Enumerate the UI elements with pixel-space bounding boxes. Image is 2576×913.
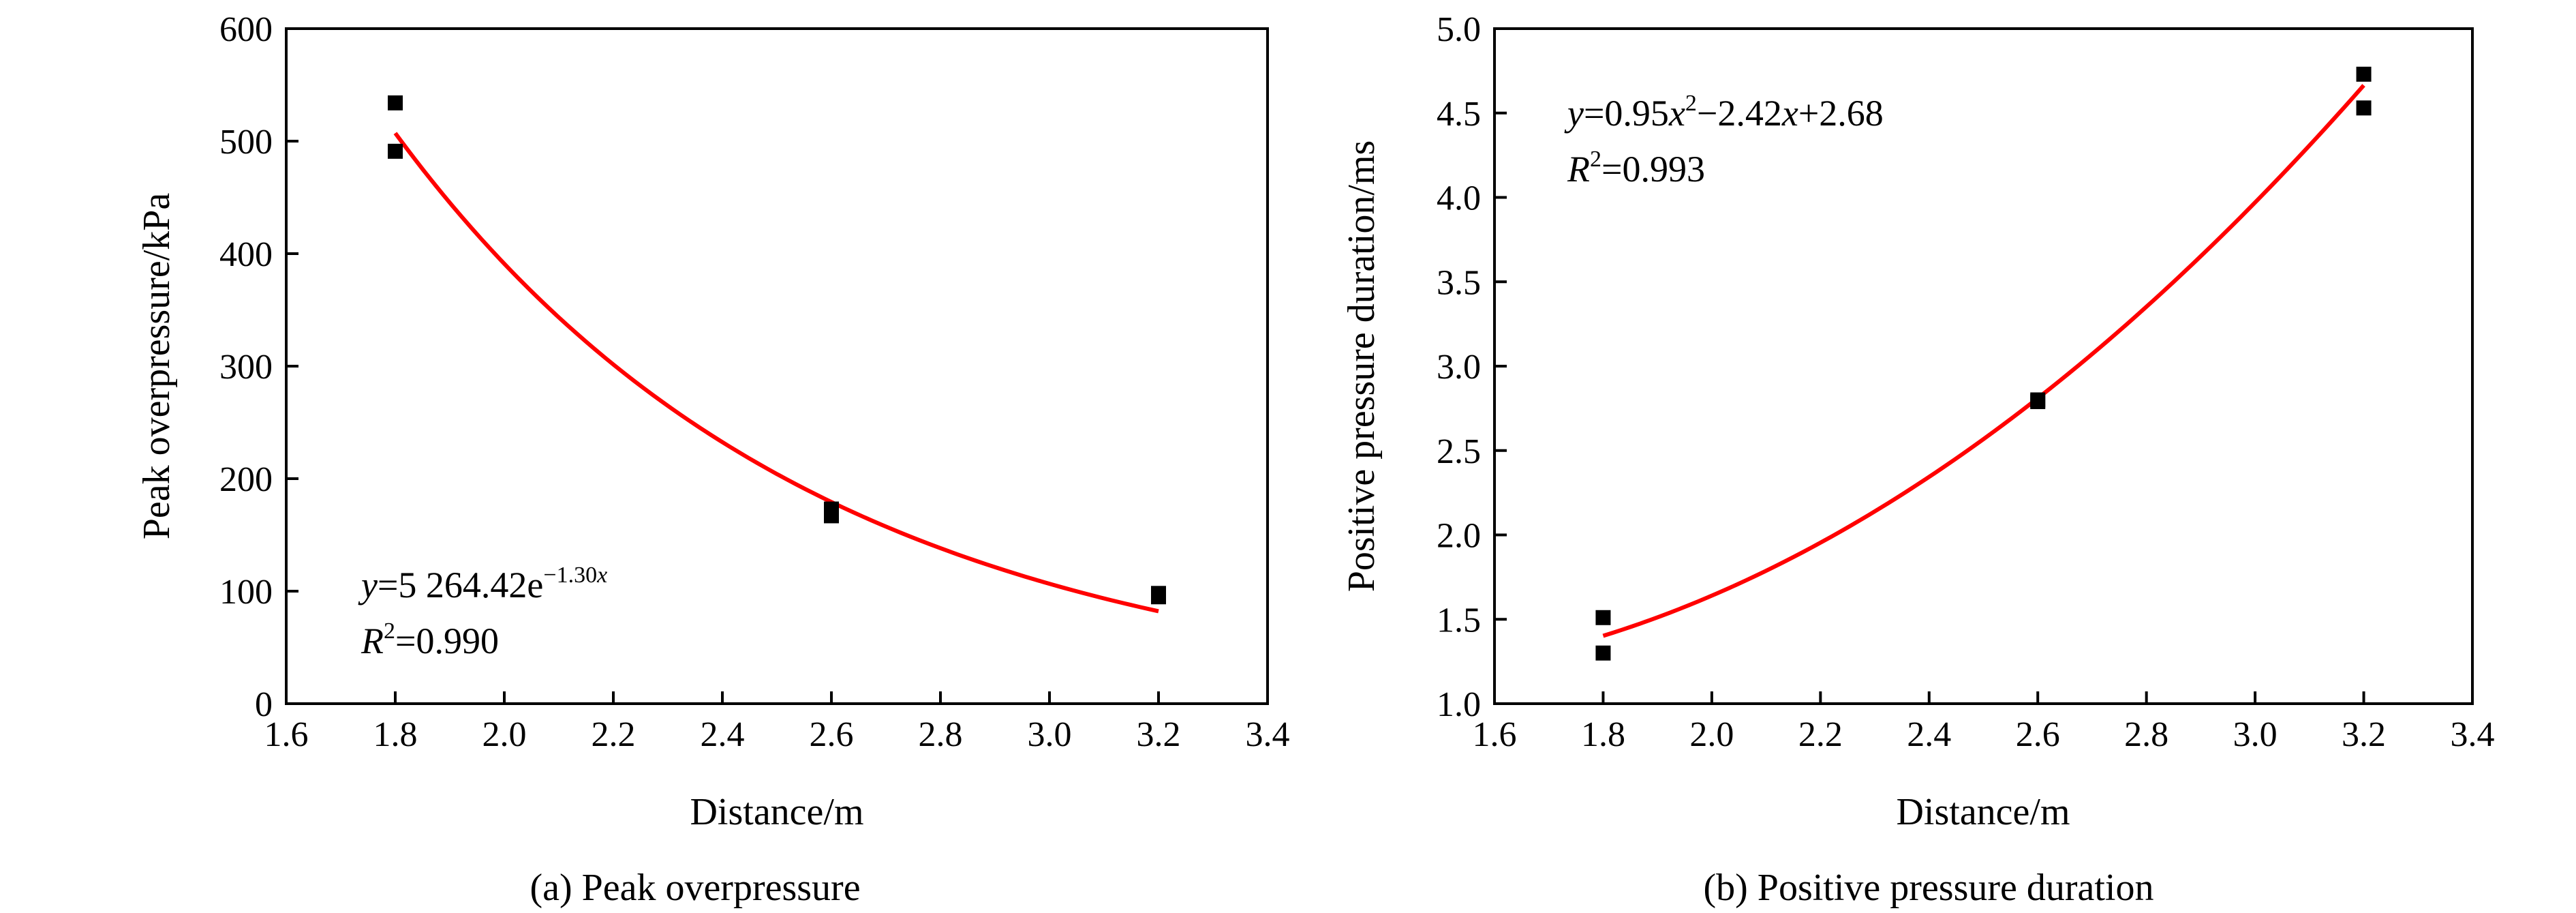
data-points <box>388 95 1166 605</box>
x-axis-ticks: 1.6 1.8 2.0 2.2 2.4 2.6 2.8 3.0 3.2 3.4 <box>264 691 1290 754</box>
x-tick-label: 1.6 <box>1473 715 1517 754</box>
data-point <box>2030 393 2046 409</box>
x-tick-label: 2.0 <box>482 715 527 754</box>
x-tick-label: 2.4 <box>701 715 745 754</box>
y-tick-label: 2.5 <box>1437 432 1481 471</box>
x-tick-label: 1.6 <box>264 715 309 754</box>
y-axis-ticks: 1.0 1.5 2.0 2.5 3.0 3.5 4.0 4.5 5.0 <box>1437 10 1507 724</box>
x-tick-label: 3.0 <box>2233 715 2278 754</box>
x-tick-label: 2.2 <box>592 715 636 754</box>
y-tick-label: 0 <box>255 685 273 724</box>
data-point <box>1151 589 1166 605</box>
y-tick-label: 500 <box>219 123 273 162</box>
x-axis-ticks: 1.6 1.8 2.0 2.2 2.4 2.6 2.8 3.0 3.2 3.4 <box>1473 691 2495 754</box>
y-tick-label: 200 <box>219 460 273 499</box>
data-point <box>2356 66 2372 82</box>
x-tick-label: 3.4 <box>1246 715 1290 754</box>
x-tick-label: 2.2 <box>1798 715 1843 754</box>
x-tick-label: 2.4 <box>1907 715 1951 754</box>
x-tick-label: 1.8 <box>373 715 418 754</box>
panel-caption: (b) Positive pressure duration <box>1704 867 2154 909</box>
y-tick-label: 3.5 <box>1437 263 1481 302</box>
panel-caption: (a) Peak overpressure <box>530 867 860 909</box>
chart-positive-pressure-duration: 1.6 1.8 2.0 2.2 2.4 2.6 2.8 3.0 3.2 3.4 1.0 1.5 2.0… <box>1340 10 2495 909</box>
x-tick-label: 2.8 <box>919 715 963 754</box>
y-tick-label: 4.5 <box>1437 95 1481 134</box>
fit-curve <box>393 132 1159 614</box>
y-tick-label: 300 <box>219 348 273 387</box>
x-tick-label: 2.0 <box>1689 715 1734 754</box>
x-tick-label: 3.2 <box>1137 715 1181 754</box>
y-axis-ticks: 0 100 200 300 400 500 600 <box>219 10 298 724</box>
fit-equation: y=5 264.42e−1.30x <box>358 563 607 605</box>
y-tick-label: 100 <box>219 573 273 612</box>
y-tick-label: 400 <box>219 235 273 274</box>
x-tick-label: 3.4 <box>2451 715 2495 754</box>
y-tick-label: 600 <box>219 10 273 49</box>
x-tick-label: 3.2 <box>2342 715 2386 754</box>
x-axis-label: Distance/m <box>1896 791 2070 833</box>
r-squared: R2=0.993 <box>1567 147 1705 190</box>
data-point <box>824 508 839 524</box>
y-tick-label: 2.0 <box>1437 517 1481 556</box>
y-tick-label: 1.0 <box>1437 685 1481 724</box>
data-point <box>388 143 403 159</box>
x-tick-label: 2.6 <box>2016 715 2060 754</box>
chart-peak-overpressure: 1.6 1.8 2.0 2.2 2.4 2.6 2.8 3.0 3.2 3.4 0 100 200 30… <box>136 10 1290 909</box>
y-axis-label: Positive pressure duration/ms <box>1340 140 1383 593</box>
x-tick-label: 3.0 <box>1028 715 1072 754</box>
data-point <box>1595 610 1611 625</box>
y-axis-label: Peak overpressure/kPa <box>136 193 178 540</box>
r-squared: R2=0.990 <box>361 618 499 661</box>
y-tick-label: 5.0 <box>1437 10 1481 49</box>
fit-equation: y=0.95x2−2.42x+2.68 <box>1564 91 1884 134</box>
x-tick-label: 1.8 <box>1581 715 1625 754</box>
x-tick-label: 2.8 <box>2124 715 2168 754</box>
data-point <box>2356 100 2372 116</box>
x-tick-label: 2.6 <box>810 715 854 754</box>
data-point <box>388 95 403 110</box>
fit-curve <box>1602 84 2365 638</box>
y-tick-label: 1.5 <box>1437 601 1481 640</box>
x-axis-label: Distance/m <box>690 791 863 833</box>
data-point <box>1595 645 1611 661</box>
y-tick-label: 4.0 <box>1437 179 1481 218</box>
y-tick-label: 3.0 <box>1437 348 1481 387</box>
data-points <box>1595 66 2372 661</box>
